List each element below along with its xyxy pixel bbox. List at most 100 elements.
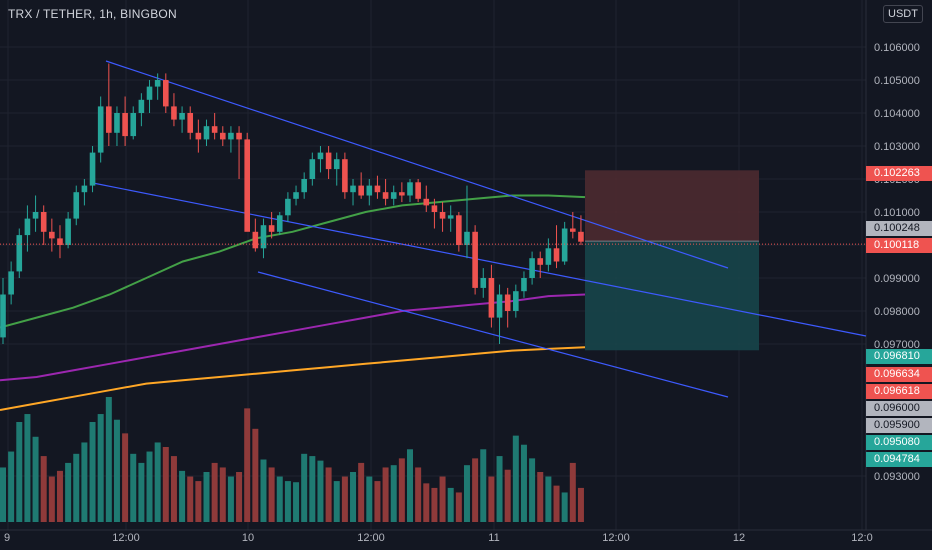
volume-bar xyxy=(529,458,536,522)
candle xyxy=(488,264,495,328)
volume-bar xyxy=(309,456,316,522)
candle-body xyxy=(171,106,177,120)
candle xyxy=(81,179,88,206)
price-tick-label: 0.097000 xyxy=(874,339,920,351)
candle xyxy=(293,185,299,206)
candle-body xyxy=(407,182,413,196)
candle xyxy=(553,225,560,269)
candle xyxy=(366,179,373,206)
candle-body xyxy=(260,225,267,249)
volume-bar xyxy=(0,467,6,522)
volume-bar xyxy=(472,458,479,522)
candle xyxy=(146,80,153,113)
candle-body xyxy=(203,126,210,140)
candle-body xyxy=(350,185,356,193)
candle-body xyxy=(537,258,544,265)
grid xyxy=(0,0,932,531)
candle-body xyxy=(146,86,153,100)
currency-badge[interactable]: USDT xyxy=(883,5,923,23)
candle-body xyxy=(342,159,348,193)
price-tick-label: 0.106000 xyxy=(874,42,920,54)
candle-body xyxy=(293,192,299,199)
time-tick-label: 9 xyxy=(4,532,10,544)
candle xyxy=(97,96,104,163)
candle-body xyxy=(163,80,169,107)
volume-bar xyxy=(48,476,55,522)
candle xyxy=(342,152,348,199)
candle xyxy=(73,185,80,226)
candle xyxy=(537,251,544,278)
candle xyxy=(333,152,340,186)
candle xyxy=(578,215,584,245)
candle xyxy=(16,228,23,278)
volume-bar xyxy=(244,408,251,522)
volume-bar xyxy=(179,470,186,522)
price-tick-label: 0.098000 xyxy=(874,306,920,318)
candle-body xyxy=(521,278,527,292)
candle-body xyxy=(211,126,218,133)
candle xyxy=(317,146,324,173)
candle xyxy=(496,284,503,344)
volume-bar xyxy=(170,456,177,522)
candle-body xyxy=(309,159,316,179)
candle-body xyxy=(578,231,584,242)
candle xyxy=(415,179,421,203)
price-tick-label: 0.103000 xyxy=(874,141,920,153)
volume-bar xyxy=(56,470,63,522)
volume-bar xyxy=(358,462,365,522)
candle xyxy=(154,73,161,100)
time-tick-label: 12:00 xyxy=(112,532,140,544)
candle-body xyxy=(317,152,324,160)
candle-body xyxy=(561,228,568,262)
candle-body xyxy=(65,218,71,245)
volume-bar xyxy=(252,428,259,522)
volume-bar xyxy=(293,482,300,522)
time-axis[interactable]: 9 12:00 10 12:00 11 12:00 12 12:0 xyxy=(4,532,873,544)
volume-bar xyxy=(195,481,202,522)
candle xyxy=(374,175,381,199)
volume-bar xyxy=(407,449,413,522)
candle-body xyxy=(244,139,250,232)
moving-average-line xyxy=(0,293,586,382)
candle-body xyxy=(366,185,373,196)
time-tick-label: 12:00 xyxy=(357,532,385,544)
candle-body xyxy=(374,185,381,193)
candle xyxy=(236,126,242,179)
candle xyxy=(472,225,478,295)
candle-body xyxy=(325,152,332,170)
candle-body xyxy=(301,179,307,193)
volume-bar xyxy=(333,481,340,522)
time-tick-label: 12 xyxy=(733,532,745,544)
price-axis[interactable]: 0.1060000.1050000.1040000.1030000.102000… xyxy=(874,42,920,483)
candle xyxy=(65,212,71,249)
volume-bar xyxy=(65,462,72,522)
candle-body xyxy=(89,152,96,186)
volume-bar xyxy=(8,451,15,522)
symbol-title: TRX / TETHER, 1h, BINGBON xyxy=(8,7,177,21)
volume-bar xyxy=(439,476,446,522)
price-tag: 0.095080 xyxy=(866,435,932,450)
candle xyxy=(358,172,364,199)
candle xyxy=(480,268,487,298)
candle xyxy=(399,182,405,203)
price-tick-label: 0.093000 xyxy=(874,471,920,483)
candle xyxy=(309,152,316,186)
time-tick-label: 11 xyxy=(488,532,499,544)
candlesticks xyxy=(0,63,584,344)
candle-body xyxy=(545,248,552,265)
candle-body xyxy=(496,294,503,318)
volume-bar xyxy=(463,465,470,522)
price-tag: 0.096810 xyxy=(866,349,932,364)
candle-body xyxy=(504,294,511,311)
candle xyxy=(171,93,177,127)
candle-body xyxy=(553,248,560,262)
candle-body xyxy=(472,231,478,288)
candle xyxy=(49,218,55,252)
candle-body xyxy=(513,291,519,311)
candle xyxy=(57,225,63,259)
price-tag: 0.102263 xyxy=(866,166,932,181)
volume-bar xyxy=(480,449,487,522)
candle xyxy=(268,212,275,239)
candle xyxy=(228,126,234,153)
